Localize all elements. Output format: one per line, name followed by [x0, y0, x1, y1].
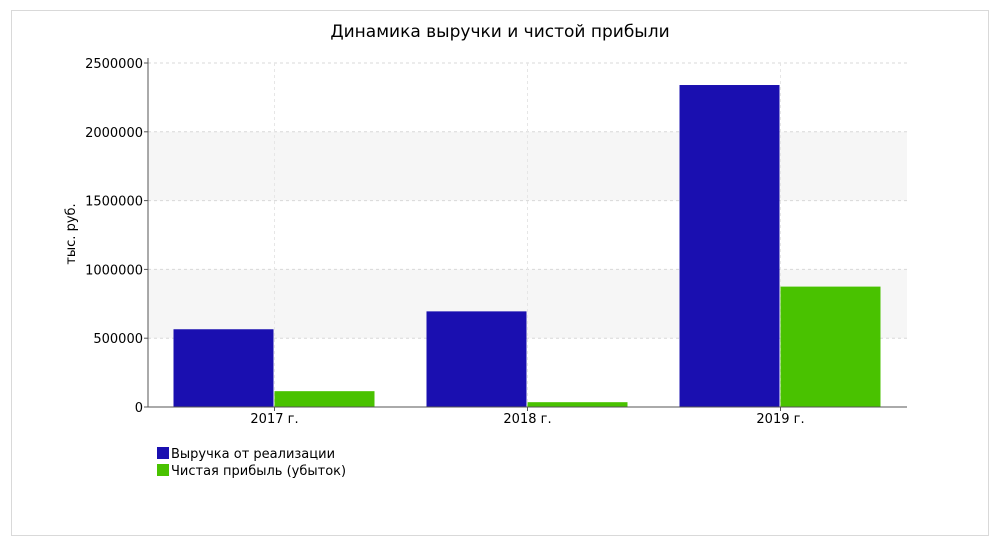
bar-net-profit — [780, 286, 881, 407]
x-ticks: 2017 г. 2018 г. 2019 г. — [250, 407, 805, 427]
y-ticks: 0 500000 1000000 1500000 2000000 2500000 — [85, 57, 148, 416]
bar-revenue — [173, 329, 274, 407]
y-tick-label: 2000000 — [85, 126, 143, 141]
bar-revenue — [679, 85, 780, 408]
legend-swatch — [157, 464, 169, 476]
bar-net-profit — [274, 391, 375, 407]
x-tick-label: 2017 г. — [250, 412, 298, 427]
bar-revenue — [426, 311, 527, 407]
legend: Выручка от реализации Чистая прибыль (убы… — [157, 447, 346, 479]
y-tick-label: 1000000 — [85, 263, 143, 278]
x-tick-label: 2019 г. — [756, 412, 804, 427]
x-tick-label: 2018 г. — [503, 412, 551, 427]
legend-swatch — [157, 447, 169, 459]
y-tick-label: 2500000 — [85, 57, 143, 72]
y-tick-label: 1500000 — [85, 195, 143, 210]
legend-label: Чистая прибыль (убыток) — [171, 464, 346, 479]
y-axis-label: тыс. руб. — [64, 203, 79, 264]
bar-net-profit — [527, 402, 628, 407]
y-tick-label: 0 — [135, 401, 143, 416]
y-tick-label: 500000 — [93, 332, 143, 347]
bars — [173, 85, 881, 408]
legend-label: Выручка от реализации — [171, 447, 335, 462]
chart-title: Динамика выручки и чистой прибыли — [330, 22, 669, 42]
